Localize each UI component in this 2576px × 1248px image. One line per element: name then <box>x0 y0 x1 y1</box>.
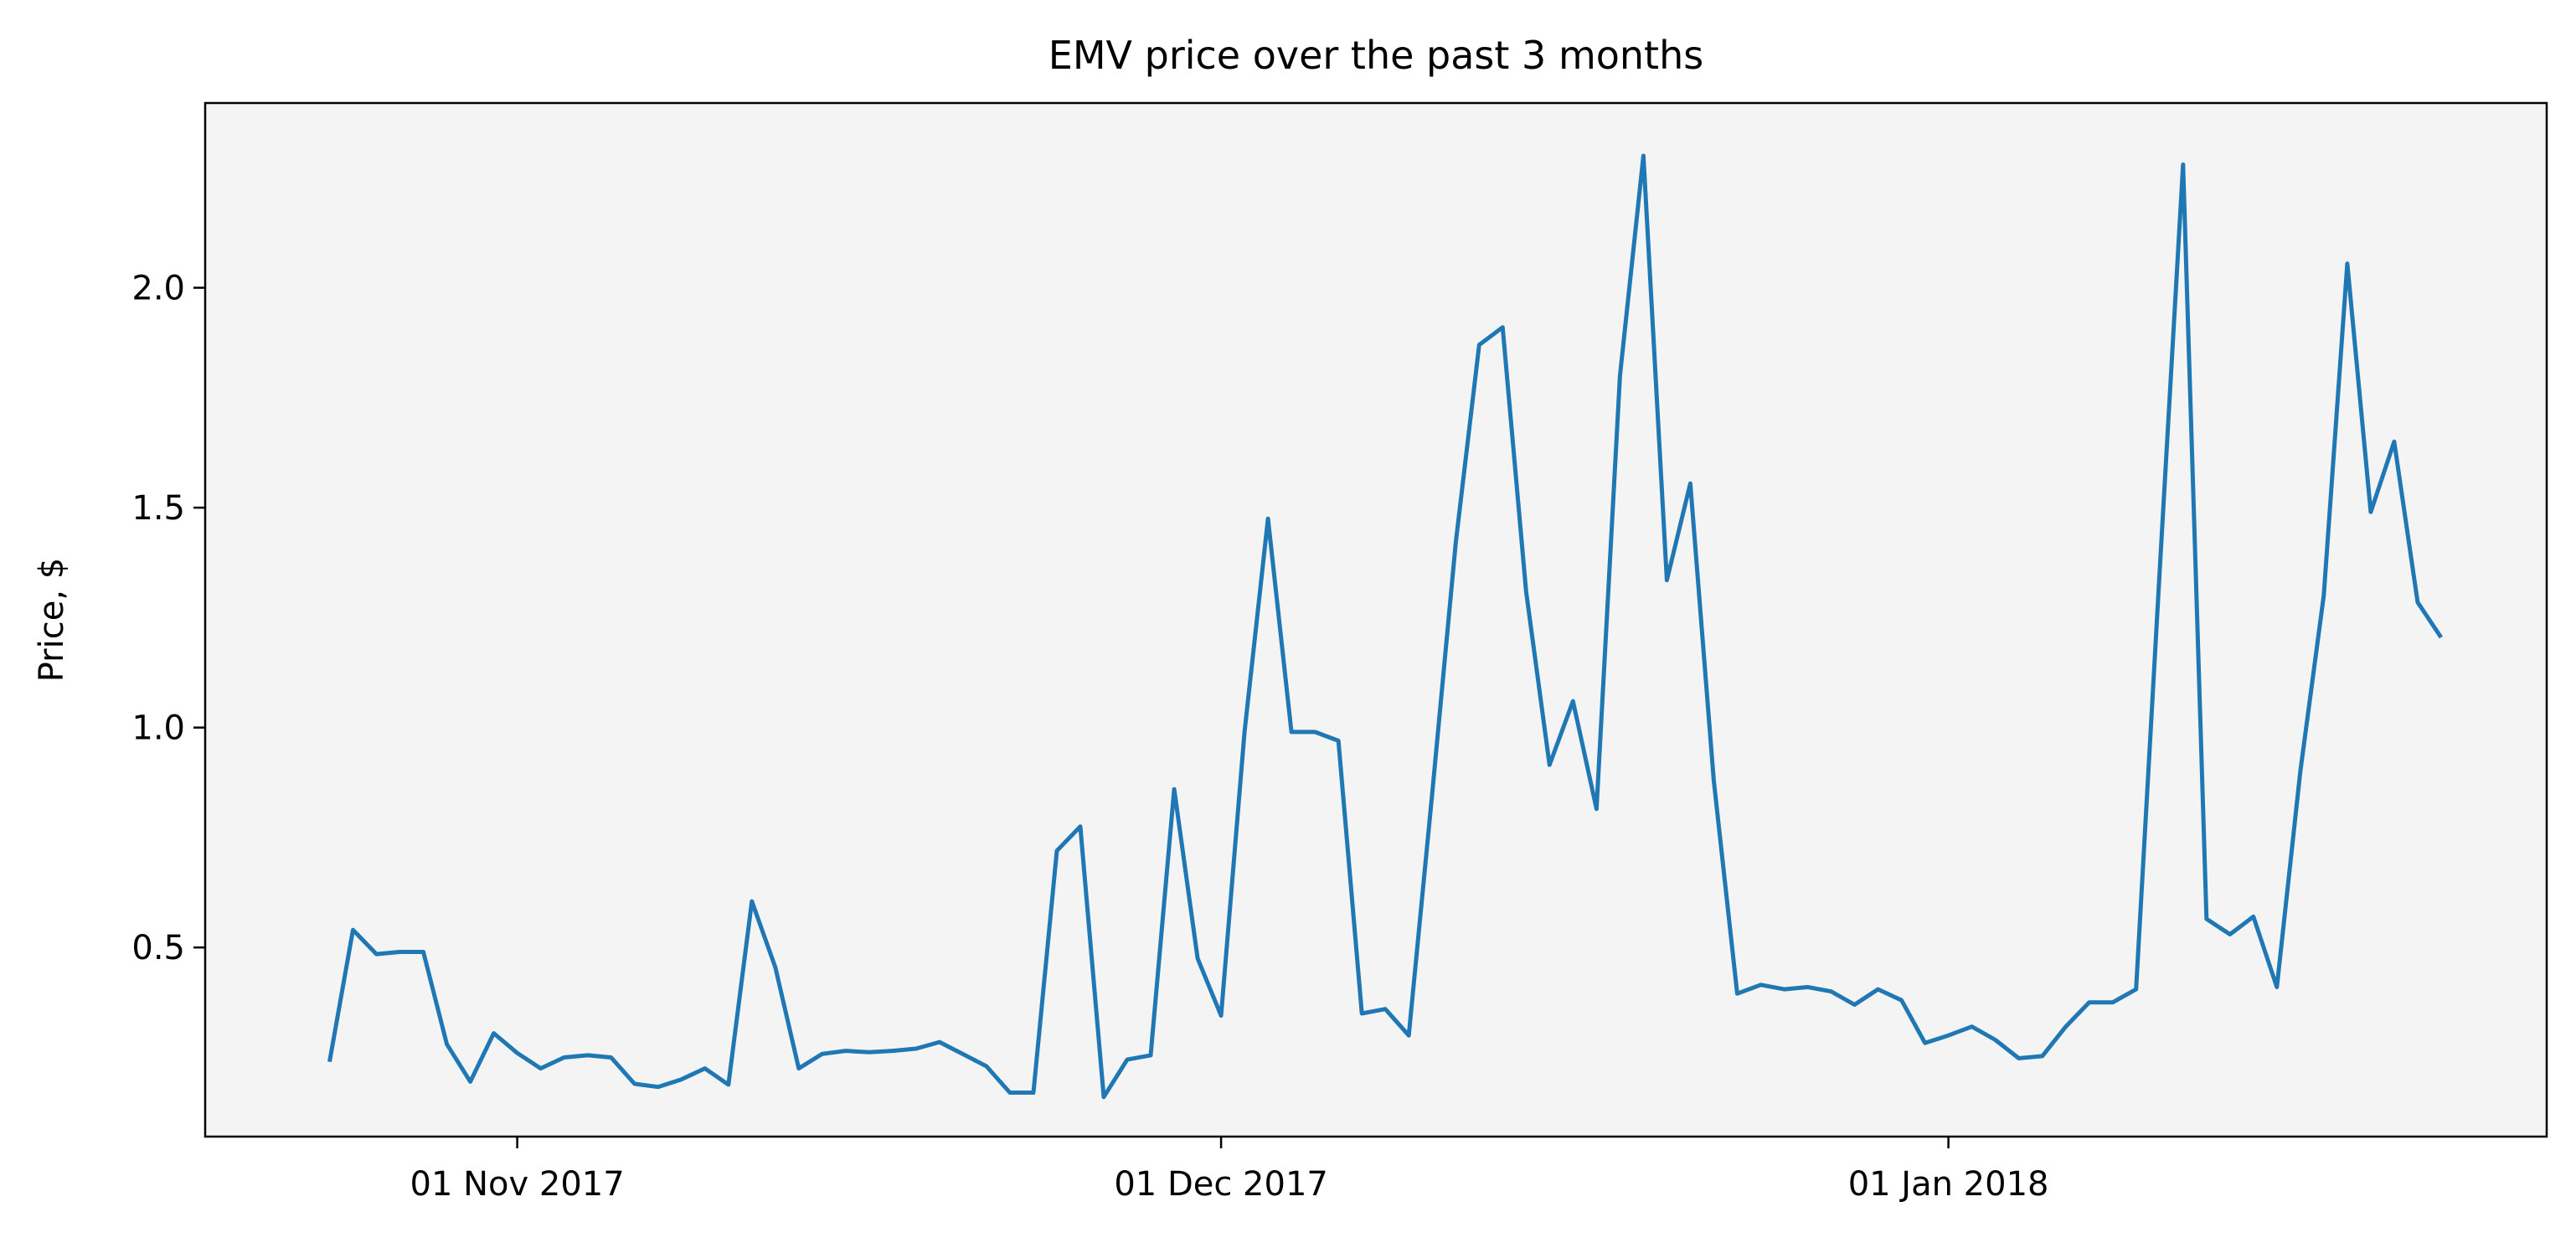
series-line-emv <box>327 153 2443 1100</box>
x-tick-label: 01 Jan 2018 <box>1848 1165 2049 1204</box>
y-tick-label: 0.5 <box>131 929 185 967</box>
y-tick-label: 1.5 <box>131 489 185 528</box>
plot-frame <box>204 101 2548 1138</box>
y-tick-label: 1.0 <box>131 709 185 748</box>
series-layer <box>327 153 2443 1100</box>
chart-title: EMV price over the past 3 months <box>1048 33 1703 78</box>
x-tick-label: 01 Nov 2017 <box>410 1165 625 1204</box>
x-tick-label: 01 Dec 2017 <box>1114 1165 1328 1204</box>
y-axis-label: Price, $ <box>33 558 71 682</box>
y-axis-ticks: 0.5 1.0 1.5 2.0 <box>131 270 205 967</box>
y-tick-label: 2.0 <box>131 270 185 308</box>
x-axis-ticks: 01 Nov 2017 01 Dec 2017 01 Jan 2018 <box>410 1137 2049 1204</box>
